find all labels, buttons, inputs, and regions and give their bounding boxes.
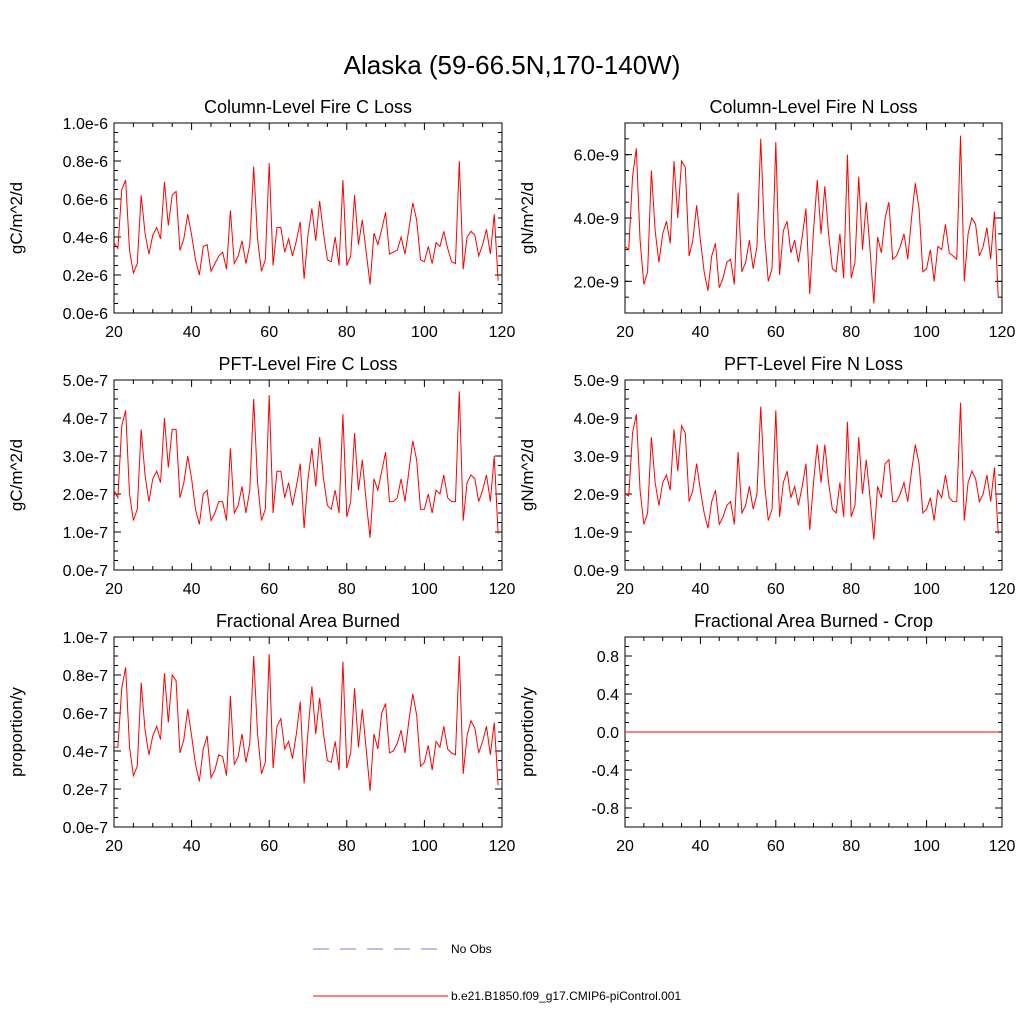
y-tick-label: 0.0e-6 bbox=[63, 306, 108, 323]
y-tick-label: 0.4e-6 bbox=[63, 230, 108, 247]
x-tick-label: 20 bbox=[616, 838, 634, 855]
y-tick-label: 2.0e-9 bbox=[574, 487, 619, 504]
y-axis-label: gC/m^2/d bbox=[7, 439, 26, 511]
y-tick-label: 0.0e-7 bbox=[63, 820, 108, 837]
x-tick-label: 80 bbox=[338, 838, 356, 855]
x-tick-label: 60 bbox=[767, 838, 785, 855]
y-tick-label: 2.0e-7 bbox=[63, 487, 108, 504]
y-tick-label: 2.0e-9 bbox=[574, 274, 619, 291]
chart-panel-5: 20 40 60 80 100 120 0.0e-7 0.2e-7 0.4e-7 0.6e-7 0.… bbox=[7, 611, 515, 855]
y-tick-label: 0.8 bbox=[597, 649, 619, 666]
y-tick-label: 0.4e-7 bbox=[63, 744, 108, 761]
x-tick-label: 80 bbox=[338, 324, 356, 341]
panel-title: Fractional Area Burned bbox=[216, 611, 400, 631]
panel-title: PFT-Level Fire C Loss bbox=[218, 354, 397, 374]
x-tick-label: 40 bbox=[183, 838, 201, 855]
x-tick-label: 40 bbox=[183, 324, 201, 341]
y-tick-label: 3.0e-9 bbox=[574, 449, 619, 466]
x-tick-label: 40 bbox=[692, 324, 710, 341]
x-tick-label: 120 bbox=[489, 838, 516, 855]
x-tick-label: 40 bbox=[692, 838, 710, 855]
y-tick-label: 0.6e-7 bbox=[63, 706, 108, 723]
y-tick-label: 4.0e-9 bbox=[574, 411, 619, 428]
series-line-1 bbox=[624, 135, 999, 304]
x-tick-label: 80 bbox=[842, 838, 860, 855]
y-tick-label: 5.0e-7 bbox=[63, 373, 108, 390]
plot-frame bbox=[624, 122, 1003, 314]
y-tick-label: 0.2e-7 bbox=[63, 782, 108, 799]
y-tick-label: 0.0e-9 bbox=[574, 563, 619, 580]
x-tick-label: 60 bbox=[767, 581, 785, 598]
x-tick-label: 20 bbox=[105, 581, 123, 598]
chart-panel-3: 20 40 60 80 100 120 0.0e-7 1.0e-7 2.0e-7 3.0e-7 4.… bbox=[7, 354, 515, 598]
panel-title: Column-Level Fire C Loss bbox=[204, 97, 412, 117]
x-tick-label: 120 bbox=[989, 838, 1016, 855]
y-tick-label: 1.0e-6 bbox=[63, 116, 108, 133]
chart-panel-4: 20 40 60 80 100 120 0.0e-9 1.0e-9 2.0e-9 3.0e-9 4.… bbox=[518, 354, 1015, 598]
x-tick-label: 120 bbox=[989, 324, 1016, 341]
y-axis-label: gN/m^2/d bbox=[518, 182, 537, 254]
y-tick-label: 0.2e-6 bbox=[63, 268, 108, 285]
x-tick-label: 60 bbox=[767, 324, 785, 341]
x-tick-label: 80 bbox=[842, 581, 860, 598]
y-tick-label: 0.4 bbox=[597, 687, 619, 704]
y-axis-label: proportion/y bbox=[518, 687, 537, 777]
x-tick-label: 120 bbox=[989, 581, 1016, 598]
y-axis-label: gC/m^2/d bbox=[7, 182, 26, 254]
y-tick-label: 0.6e-6 bbox=[63, 192, 108, 209]
panel-title: Fractional Area Burned - Crop bbox=[694, 611, 933, 631]
series-line-1 bbox=[113, 391, 499, 538]
x-tick-label: 20 bbox=[105, 838, 123, 855]
x-tick-label: 40 bbox=[692, 581, 710, 598]
y-tick-label: 1.0e-7 bbox=[63, 525, 108, 542]
x-tick-label: 100 bbox=[913, 581, 940, 598]
series-line-1 bbox=[114, 654, 499, 791]
x-tick-label: 60 bbox=[260, 838, 278, 855]
x-tick-label: 120 bbox=[489, 581, 516, 598]
y-tick-label: -0.4 bbox=[591, 763, 619, 780]
chart-panel-2: 20 40 60 80 100 120 2.0e-9 4.0e-9 6.0e-9 Column-L… bbox=[518, 97, 1015, 341]
x-tick-label: 100 bbox=[411, 581, 438, 598]
plot-frame bbox=[113, 122, 503, 314]
series-line-1 bbox=[624, 402, 999, 540]
y-tick-label: -0.8 bbox=[591, 801, 619, 818]
y-tick-label: 6.0e-9 bbox=[574, 148, 619, 165]
chart-panel-1: 20 40 60 80 100 120 0.0e-6 0.2e-6 0.4e-6 0.6e-6 0.… bbox=[7, 97, 515, 341]
panel-title: Column-Level Fire N Loss bbox=[709, 97, 917, 117]
x-tick-label: 20 bbox=[616, 324, 634, 341]
x-tick-label: 100 bbox=[913, 324, 940, 341]
y-tick-label: 1.0e-7 bbox=[63, 630, 108, 647]
x-tick-label: 100 bbox=[411, 324, 438, 341]
x-tick-label: 80 bbox=[842, 324, 860, 341]
y-axis-label: proportion/y bbox=[7, 687, 26, 777]
series-line-1 bbox=[113, 160, 499, 285]
x-tick-label: 100 bbox=[913, 838, 940, 855]
y-tick-label: 5.0e-9 bbox=[574, 373, 619, 390]
y-tick-label: 4.0e-9 bbox=[574, 211, 619, 228]
x-tick-label: 60 bbox=[260, 581, 278, 598]
chart-panel-6: 20 40 60 80 100 120 -0.8 -0.4 0.0 0.4 0.8 Fractiona… bbox=[518, 611, 1015, 855]
y-tick-label: 0.8e-6 bbox=[63, 154, 108, 171]
y-tick-label: 0.0 bbox=[597, 725, 619, 742]
y-tick-label: 1.0e-9 bbox=[574, 525, 619, 542]
x-tick-label: 20 bbox=[616, 581, 634, 598]
y-tick-label: 3.0e-7 bbox=[63, 449, 108, 466]
x-tick-label: 80 bbox=[338, 581, 356, 598]
y-tick-label: 4.0e-7 bbox=[63, 411, 108, 428]
x-tick-label: 120 bbox=[489, 324, 516, 341]
x-tick-label: 60 bbox=[260, 324, 278, 341]
x-tick-label: 20 bbox=[105, 324, 123, 341]
y-tick-label: 0.0e-7 bbox=[63, 563, 108, 580]
y-tick-label: 0.8e-7 bbox=[63, 668, 108, 685]
figure-title: Alaska (59-66.5N,170-140W) bbox=[343, 50, 681, 80]
y-axis-label: gN/m^2/d bbox=[518, 439, 537, 511]
x-tick-label: 100 bbox=[411, 838, 438, 855]
x-tick-label: 40 bbox=[183, 581, 201, 598]
panel-title: PFT-Level Fire N Loss bbox=[724, 354, 903, 374]
